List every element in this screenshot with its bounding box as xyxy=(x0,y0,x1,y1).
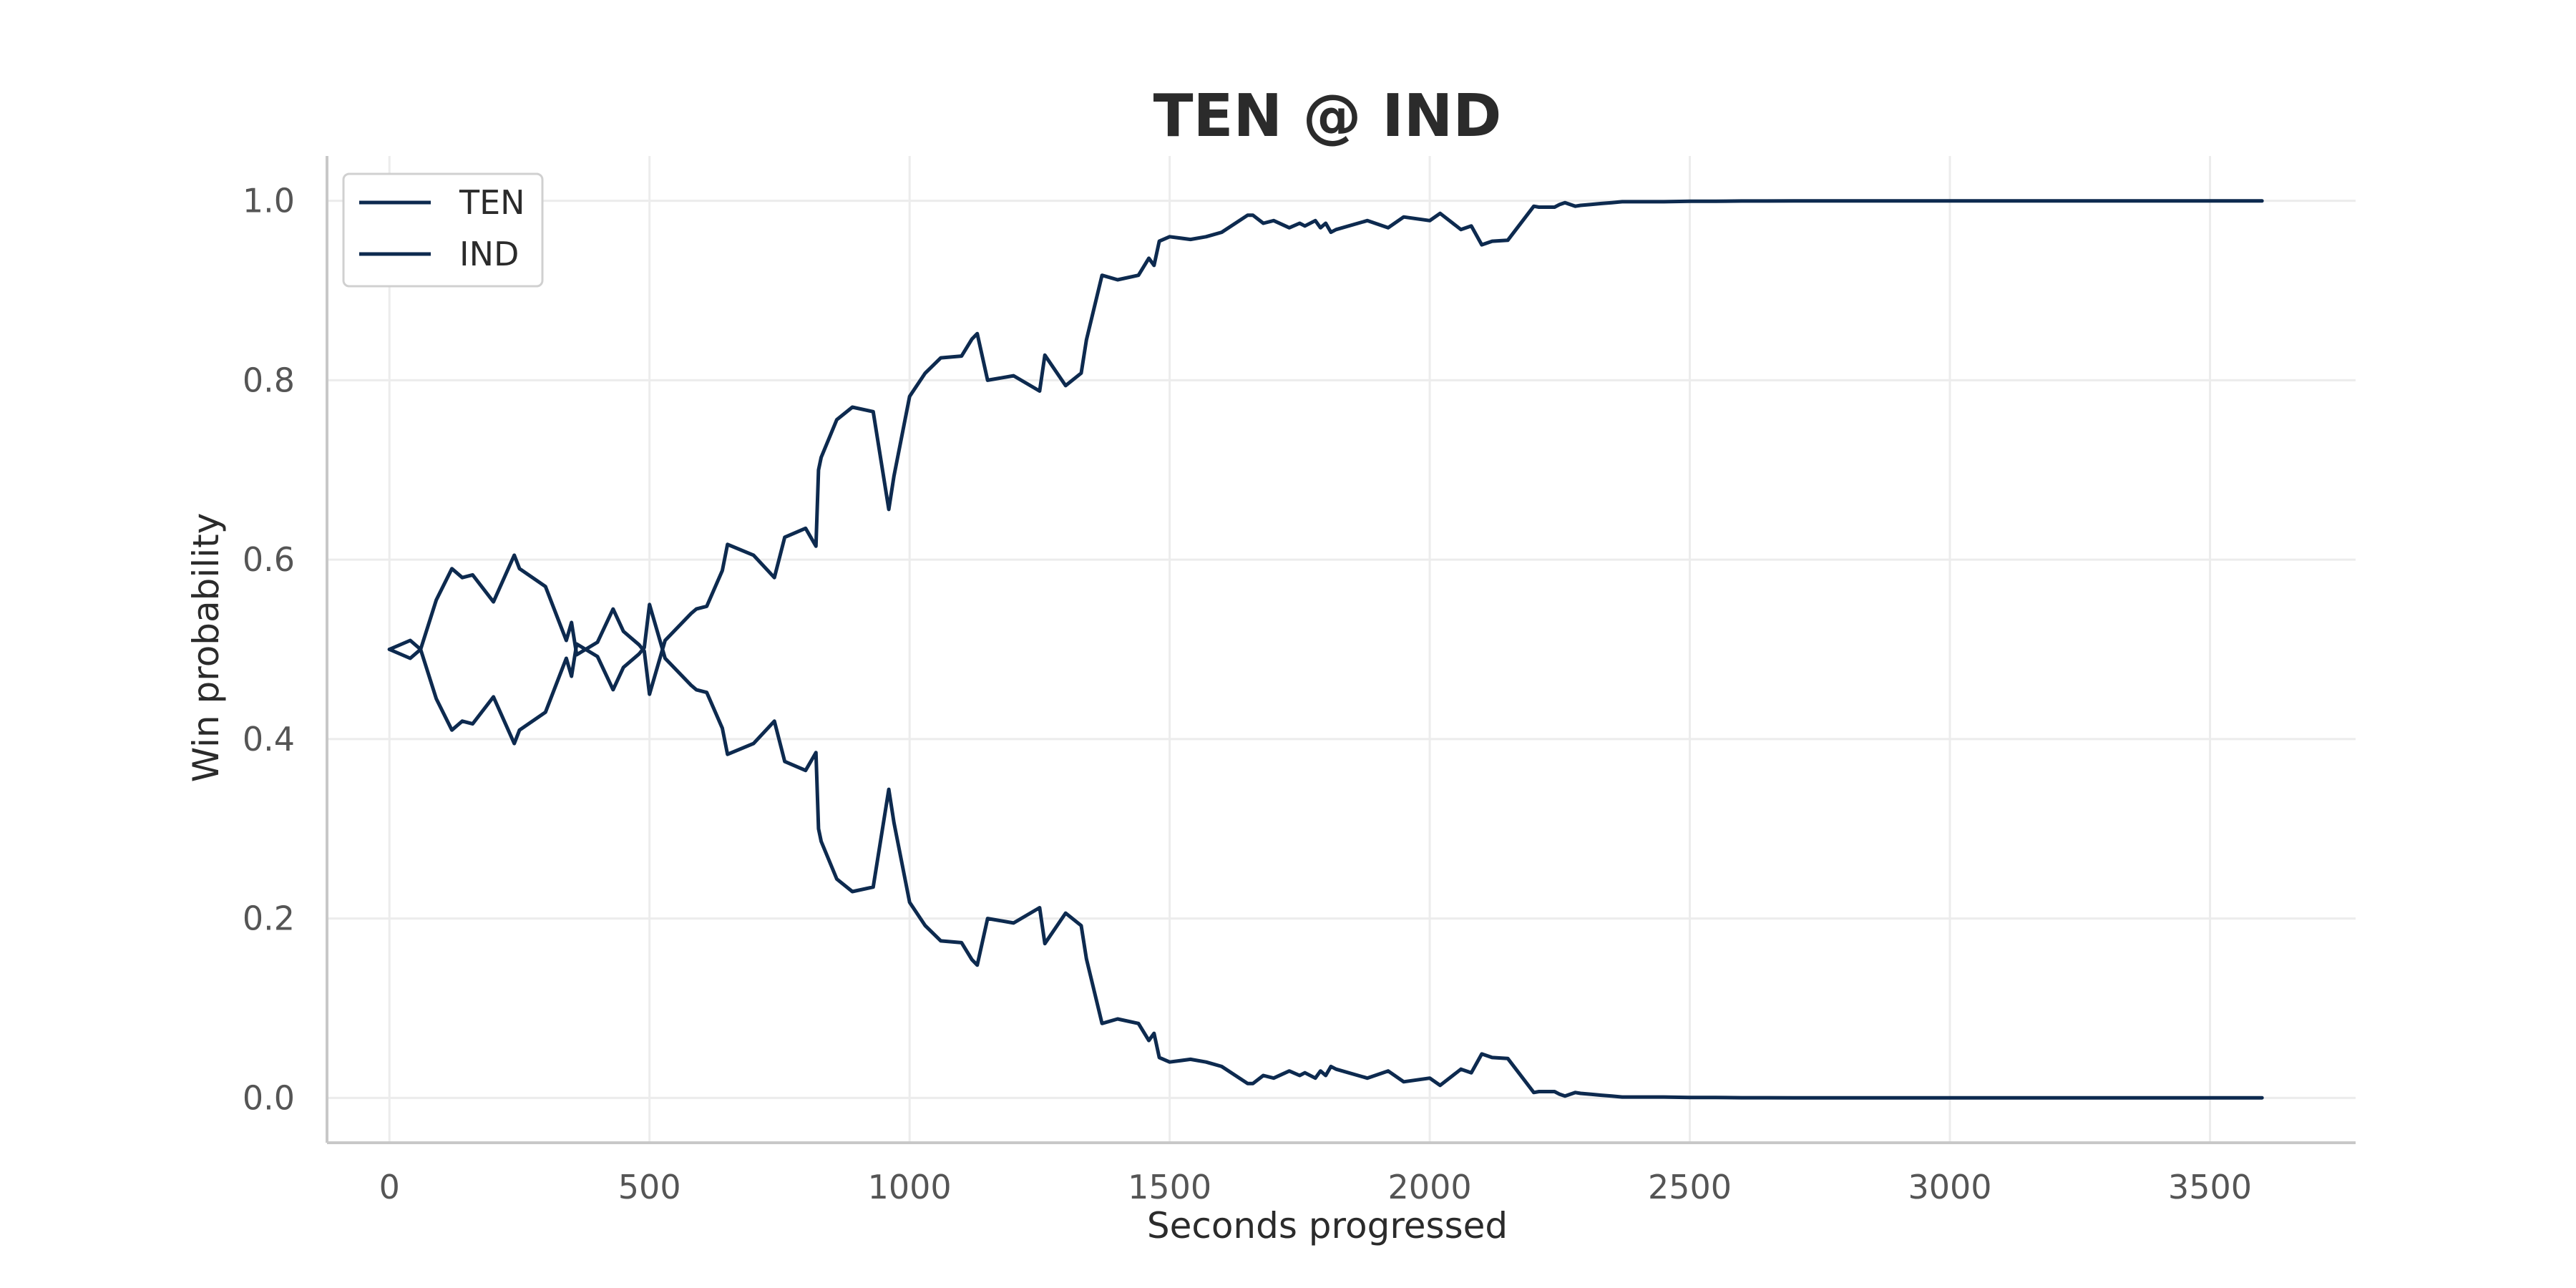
x-tick-label: 1000 xyxy=(868,1168,952,1206)
chart-title: TEN @ IND xyxy=(1153,82,1502,150)
legend-label-ten: TEN xyxy=(459,183,525,222)
y-tick-label: 1.0 xyxy=(243,182,295,220)
y-tick-label: 0.2 xyxy=(243,899,295,938)
axes xyxy=(326,156,2356,1144)
x-tick-label: 1500 xyxy=(1128,1168,1211,1206)
series-line-ind xyxy=(387,602,2264,1100)
legend-label-ind: IND xyxy=(459,235,519,273)
x-tick-label: 2500 xyxy=(1648,1168,1732,1206)
legend: TEN IND xyxy=(342,172,544,288)
series-line-ten xyxy=(387,199,2264,696)
x-tick-label: 2000 xyxy=(1388,1168,1472,1206)
x-tick-label: 3000 xyxy=(1908,1168,1991,1206)
y-tick-label: 0.0 xyxy=(243,1078,295,1117)
series-lines xyxy=(387,199,2264,1100)
y-tick-label: 0.6 xyxy=(243,540,295,579)
y-tick-label: 0.8 xyxy=(243,361,295,399)
grid xyxy=(327,156,2356,1143)
x-tick-label: 0 xyxy=(379,1168,400,1206)
tick-labels: 0 500 1000 1500 2000 2500 3000 3500 0.0 0.2 0.4 0.6… xyxy=(243,182,2252,1206)
x-axis-title: Seconds progressed xyxy=(1147,1205,1508,1246)
y-tick-label: 0.4 xyxy=(243,720,295,758)
x-tick-label: 3500 xyxy=(2168,1168,2252,1206)
x-tick-label: 500 xyxy=(618,1168,681,1206)
y-axis-title: Win probability xyxy=(185,513,227,783)
